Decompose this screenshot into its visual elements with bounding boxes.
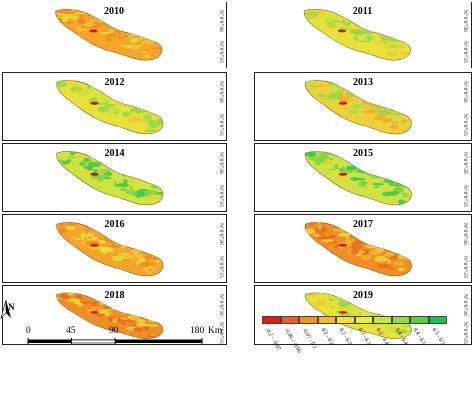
latitude-label-bottom: N"0'0°35: [218, 255, 224, 278]
panel-year-label: 2017: [353, 219, 373, 230]
legend-swatch: [428, 316, 447, 324]
map-region-2014: [56, 151, 164, 206]
latitude-label-bottom: N"0'0°35: [462, 255, 468, 278]
map-panel-2017: 2017 N"0'0°36 N"0'0°35: [254, 214, 472, 283]
map-panel-2010: 2010 N"0'0°36 N"0'0°35: [2, 2, 227, 68]
map-panel-2013: 2013 N"0'0°36 N"0'0°35: [254, 72, 472, 141]
map-panel-2011: 2011 N"0'0°36 N"0'0°35: [254, 2, 472, 68]
panel-year-label: 2013: [353, 77, 373, 88]
north-label: N: [8, 302, 15, 312]
latitude-label-bottom: N"0'0°35: [462, 322, 468, 345]
legend-swatch: [354, 316, 373, 324]
map-panel-2015: 2015 N"0'0°36 N"0'0°35: [254, 143, 472, 212]
latitude-label-bottom: N"0'0°35: [462, 41, 468, 64]
latitude-label-top: N"0'0°36: [218, 294, 224, 317]
map-region-2015: [304, 151, 412, 206]
panel-year-label: 2019: [353, 290, 373, 301]
legend-swatch: [391, 316, 410, 324]
scale-tick-label: 45: [66, 326, 76, 336]
legend-swatch: [317, 316, 336, 324]
scale-unit-label: Km: [208, 326, 223, 336]
map-region-2013: [304, 80, 412, 135]
map-region-2017: [304, 222, 412, 277]
latitude-label-top: N"0'0°36: [218, 10, 224, 33]
legend-swatch: [299, 316, 318, 324]
latitude-label-top: N"0'0°36: [462, 81, 468, 104]
panel-year-label: 2016: [104, 219, 125, 230]
panel-year-label: 2012: [104, 77, 125, 88]
map-region-2011: [303, 9, 411, 61]
scale-tick-label: 90: [109, 326, 119, 336]
latitude-label-top: N"0'0°36: [218, 223, 224, 246]
legend-swatch: [410, 316, 429, 324]
latitude-label-top: N"0'0°36: [462, 223, 468, 246]
latitude-label-bottom: N"0'0°35: [218, 41, 224, 64]
panel-year-label: 2018: [104, 290, 125, 301]
map-region-2010: [55, 9, 163, 61]
latitude-label-top: N"0'0°36: [218, 81, 224, 104]
latitude-label-bottom: N"0'0°35: [462, 113, 468, 136]
map-panel-2019: 2019 N"0'0°36 N"0'0°35: [254, 285, 472, 345]
latitude-label-top: N"0'0°36: [462, 10, 468, 33]
legend-swatch: [373, 316, 392, 324]
panel-year-label: 2011: [352, 6, 373, 17]
legend-swatch: [262, 316, 281, 324]
panel-year-label: 2015: [353, 148, 373, 159]
map-region-2016: [56, 222, 164, 277]
panel-year-label: 2014: [104, 148, 125, 159]
scale-bar: [27, 338, 203, 344]
latitude-label-bottom: N"0'0°35: [218, 113, 224, 136]
panel-year-label: 2010: [104, 6, 124, 17]
latitude-label-top: N"0'0°36: [462, 294, 468, 317]
map-panel-2016: 2016 N"0'0°36 N"0'0°35: [2, 214, 227, 283]
latitude-label-top: N"0'0°36: [218, 152, 224, 175]
latitude-label-top: N"0'0°36: [462, 152, 468, 175]
map-panel-2012: 2012 N"0'0°36 N"0'0°35: [2, 72, 227, 141]
map-panel-2014: 2014 N"0'0°36 N"0'0°35: [2, 143, 227, 212]
map-panel-2018: 2018 N"0'0°36 N"0'0°35: [2, 285, 227, 345]
scale-tick-label: 180: [190, 326, 205, 336]
legend-swatch: [336, 316, 355, 324]
latitude-label-bottom: N"0'0°35: [218, 184, 224, 207]
map-region-2012: [56, 80, 164, 135]
north-arrow-icon: [0, 300, 11, 320]
legend-swatch: [280, 316, 299, 324]
latitude-label-bottom: N"0'0°35: [218, 322, 224, 345]
latitude-label-bottom: N"0'0°35: [462, 184, 468, 207]
map-region-2018: [56, 292, 164, 339]
scale-tick-label: 0: [26, 326, 31, 336]
